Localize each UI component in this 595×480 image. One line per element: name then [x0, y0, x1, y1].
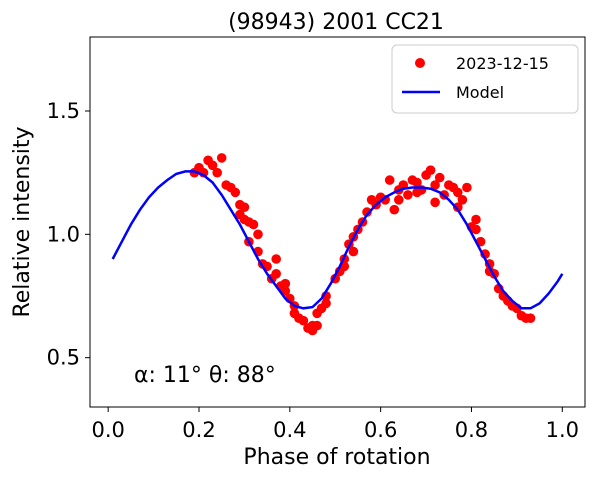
data-point-16	[248, 219, 259, 230]
data-point-72	[453, 202, 463, 212]
data-point-77	[471, 214, 481, 225]
data-point-5	[212, 167, 222, 178]
y-tick-label-2: 1.5	[47, 99, 80, 123]
legend-marker-2023-12-15	[415, 58, 425, 68]
data-point-9	[230, 187, 241, 198]
data-point-73	[453, 187, 463, 198]
data-point-54	[384, 175, 395, 185]
y-tick-label-0: 0.5	[47, 346, 80, 370]
x-tick-label-5: 1.0	[546, 418, 579, 442]
data-point-91	[525, 313, 536, 324]
x-tick-label-2: 0.4	[273, 418, 306, 442]
x-axis-label: Phase of rotation	[243, 445, 430, 470]
data-point-31	[298, 315, 309, 326]
model-line	[111, 170, 564, 310]
data-point-22	[271, 269, 282, 279]
legend-box	[391, 44, 579, 114]
x-axis: 0.0 0.2 0.4 0.6 0.8 1.0	[91, 407, 579, 442]
x-tick-label-1: 0.2	[182, 418, 215, 442]
data-point-62	[412, 177, 422, 188]
data-point-25	[280, 278, 291, 289]
data-point-57	[394, 195, 404, 205]
y-axis-label: Relative intensity	[10, 126, 35, 317]
data-point-38	[321, 298, 331, 309]
y-axis: 0.5 1.0 1.5	[47, 99, 90, 370]
y-tick-label-1: 1.0	[47, 222, 80, 246]
data-point-59	[403, 190, 413, 200]
data-point-67	[430, 180, 440, 190]
x-tick-label-3: 0.6	[364, 418, 397, 442]
plot-frame	[89, 36, 586, 408]
data-point-49	[362, 207, 372, 217]
data-point-4	[207, 160, 218, 171]
legend-label-2023-12-15: 2023-12-15	[456, 54, 549, 73]
data-point-66	[430, 197, 440, 208]
data-point-6	[216, 153, 227, 163]
legend-label-model: Model	[456, 83, 504, 102]
x-tick-label-4: 0.8	[455, 418, 488, 442]
plot-area	[111, 153, 564, 336]
data-point-74	[457, 195, 468, 205]
data-point-45	[348, 246, 359, 257]
data-point-35	[312, 320, 322, 331]
data-point-55	[389, 204, 400, 215]
data-point-12	[239, 202, 250, 212]
data-point-65	[425, 165, 436, 175]
data-point-78	[471, 224, 481, 235]
data-point-23	[271, 254, 282, 264]
data-point-68	[434, 172, 445, 183]
chart-title: (98943) 2001 CC21	[228, 10, 444, 35]
data-point-17	[253, 229, 263, 240]
legend: 2023-12-15 Model	[391, 44, 579, 114]
data-point-75	[462, 182, 472, 193]
annotation-text: α: 11° θ: 88°	[134, 363, 276, 388]
x-tick-label-0: 0.0	[91, 418, 124, 442]
